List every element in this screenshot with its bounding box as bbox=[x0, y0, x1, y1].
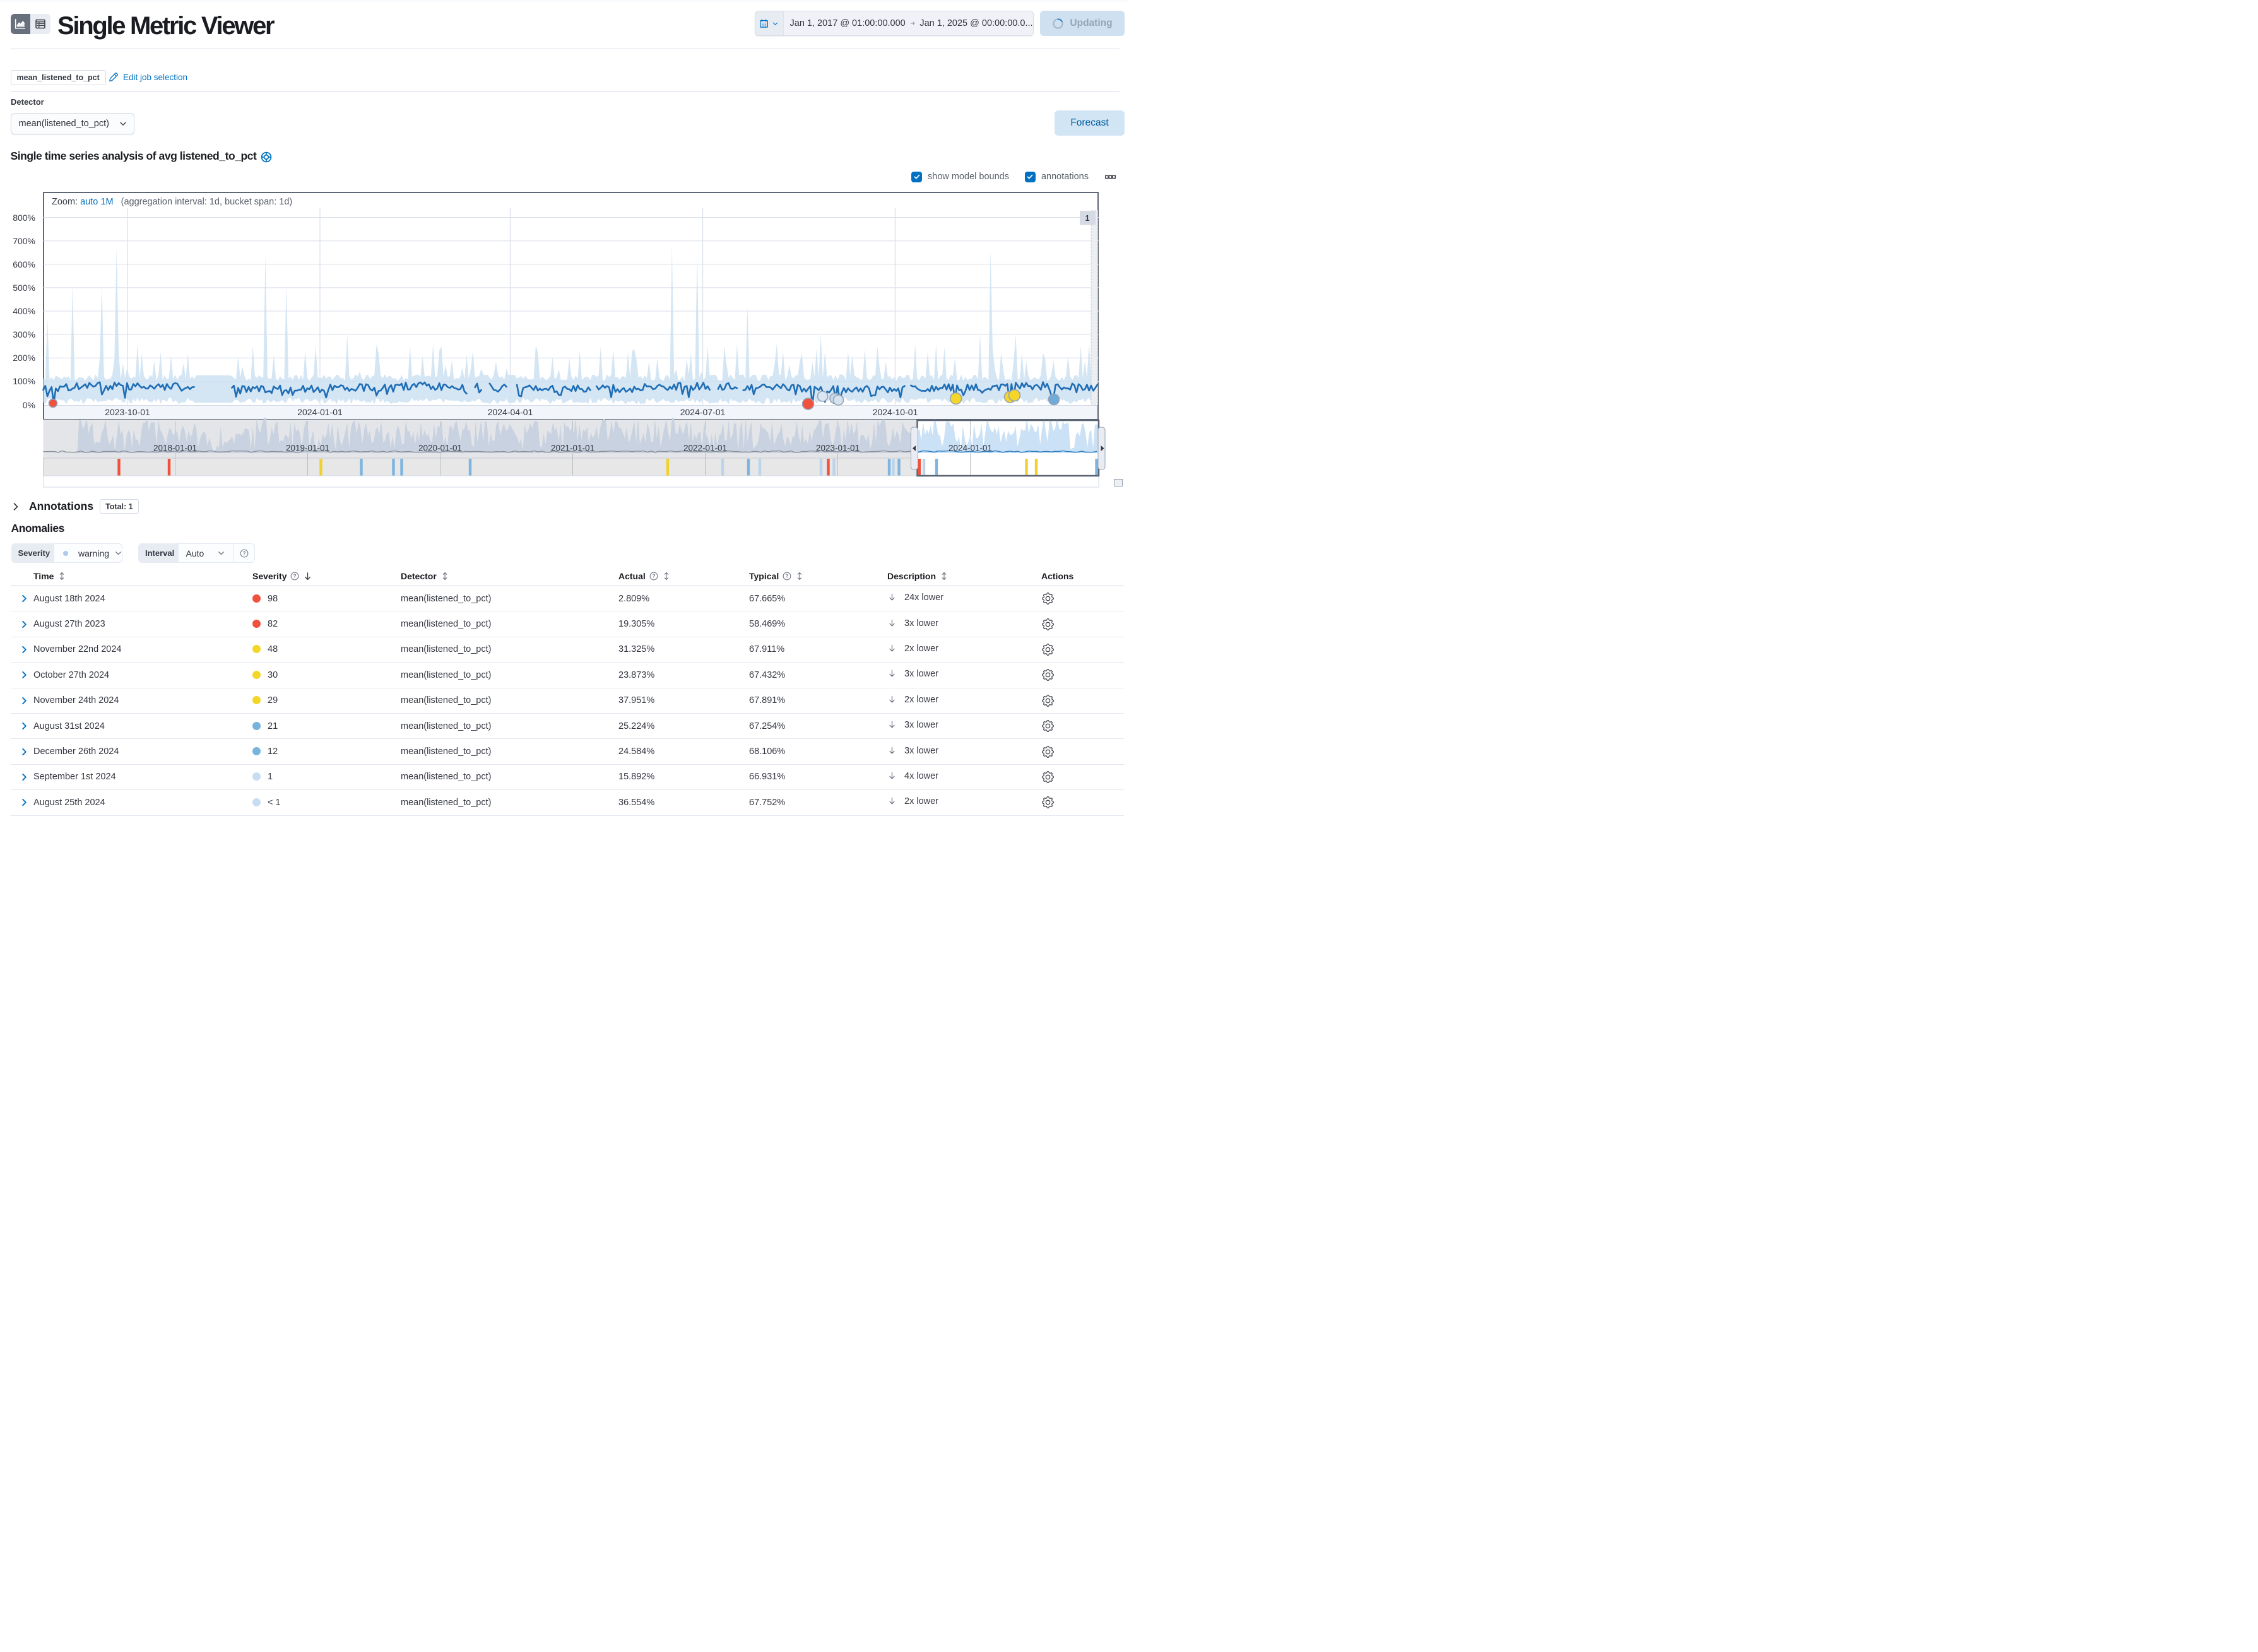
svg-text:1: 1 bbox=[1085, 214, 1090, 223]
svg-text:2019-01-01: 2019-01-01 bbox=[286, 444, 329, 453]
svg-text:?: ? bbox=[786, 574, 789, 579]
svg-text:?: ? bbox=[293, 574, 297, 579]
svg-text:2022-01-01: 2022-01-01 bbox=[683, 444, 727, 453]
svg-text:2020-01-01: 2020-01-01 bbox=[418, 444, 462, 453]
svg-text:2021-01-01: 2021-01-01 bbox=[551, 444, 594, 453]
svg-text:?: ? bbox=[242, 550, 245, 556]
svg-text:2024-01-01: 2024-01-01 bbox=[949, 444, 992, 453]
svg-text:2018-01-01: 2018-01-01 bbox=[153, 444, 197, 453]
svg-text:2023-01-01: 2023-01-01 bbox=[816, 444, 860, 453]
svg-text:?: ? bbox=[652, 574, 655, 579]
